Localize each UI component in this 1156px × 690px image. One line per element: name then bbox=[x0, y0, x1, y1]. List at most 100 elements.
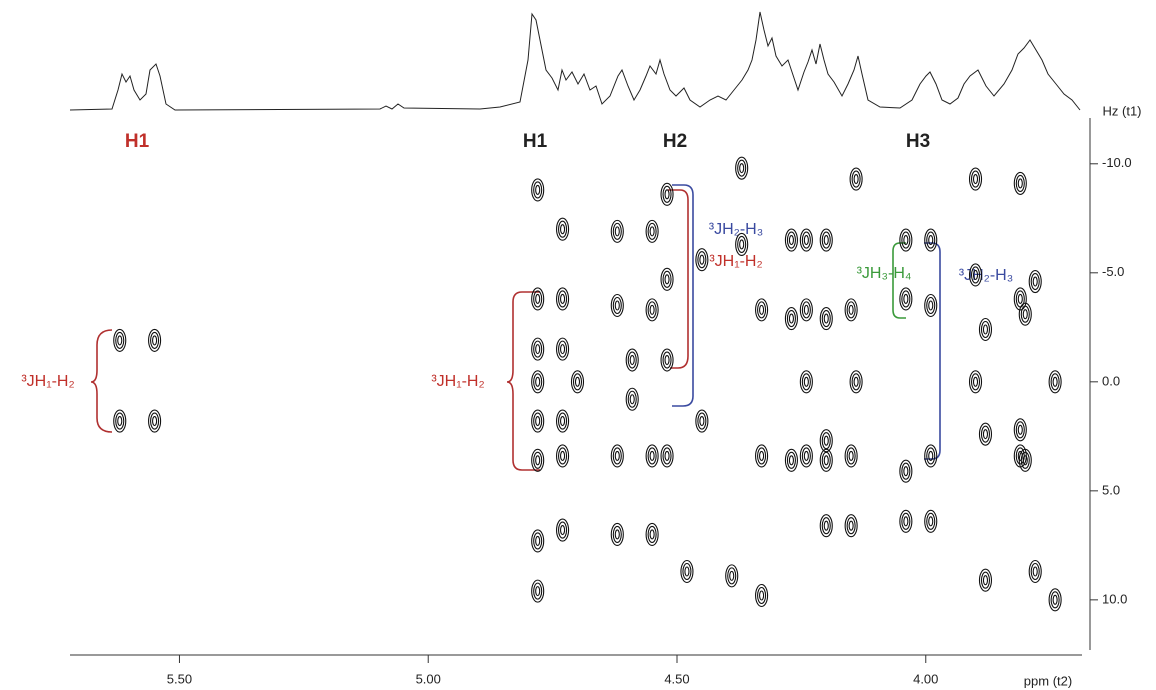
contour-ring bbox=[533, 582, 543, 600]
contour-ring bbox=[759, 590, 765, 601]
contour-peak bbox=[799, 370, 813, 394]
contour-ring bbox=[662, 447, 672, 465]
contour-ring bbox=[535, 293, 541, 305]
contour-ring bbox=[535, 586, 541, 597]
contour-peak bbox=[799, 298, 813, 322]
contour-ring bbox=[823, 455, 829, 466]
contour-ring bbox=[899, 509, 913, 533]
contour-ring bbox=[803, 235, 809, 246]
y-tick-label: -10.0 bbox=[1102, 155, 1132, 170]
contour-peak bbox=[844, 298, 858, 322]
contour-peak bbox=[968, 370, 983, 394]
x-tick-label: 4.00 bbox=[913, 671, 938, 686]
contour-ring bbox=[533, 412, 543, 430]
contour-ring bbox=[614, 529, 620, 540]
peak-label: H3 bbox=[906, 131, 930, 152]
contour-ring bbox=[821, 451, 831, 469]
contour-ring bbox=[970, 266, 981, 284]
contour-peak bbox=[531, 178, 545, 202]
contour-peak bbox=[610, 522, 624, 546]
contour-ring bbox=[1017, 424, 1023, 435]
contour-ring bbox=[610, 219, 624, 243]
contour-ring bbox=[1020, 451, 1030, 469]
contour-peak bbox=[660, 348, 674, 372]
contour-ring bbox=[819, 429, 833, 453]
contour-peak bbox=[799, 444, 813, 468]
contour-ring bbox=[899, 459, 913, 483]
contour-ring bbox=[819, 307, 833, 331]
contour-ring bbox=[801, 373, 811, 391]
contour-ring bbox=[926, 296, 936, 315]
contour-ring bbox=[1018, 448, 1032, 472]
x-tick-label: 4.50 bbox=[664, 671, 689, 686]
coupling-bracket bbox=[672, 184, 694, 407]
contour-ring bbox=[1048, 370, 1062, 394]
contour-ring bbox=[1028, 269, 1042, 294]
contour-ring bbox=[819, 448, 833, 472]
x-tick-label: 5.50 bbox=[167, 671, 192, 686]
contour-ring bbox=[851, 373, 861, 391]
contour-ring bbox=[684, 566, 690, 577]
contour-ring bbox=[846, 301, 856, 319]
contour-ring bbox=[980, 320, 991, 339]
contour-peak bbox=[531, 529, 545, 553]
contour-ring bbox=[737, 235, 747, 254]
contour-ring bbox=[757, 301, 767, 319]
contour-ring bbox=[695, 248, 709, 272]
contour-ring bbox=[662, 185, 672, 203]
contour-ring bbox=[115, 412, 125, 430]
contour-peak bbox=[645, 522, 659, 546]
contour-ring bbox=[848, 450, 854, 462]
contour-ring bbox=[819, 228, 833, 252]
x-axis-label: ppm (t2) bbox=[1024, 673, 1072, 688]
contour-ring bbox=[735, 232, 749, 257]
contour-peak bbox=[531, 448, 545, 472]
contour-ring bbox=[926, 447, 936, 465]
peak-label: H1 bbox=[523, 131, 548, 152]
contour-ring bbox=[533, 532, 543, 550]
contour-ring bbox=[784, 307, 798, 331]
coupling-label: ³JH₁-H₂ bbox=[21, 373, 74, 390]
contour-ring bbox=[1018, 302, 1032, 326]
contour-ring bbox=[848, 520, 854, 531]
contour-ring bbox=[649, 304, 655, 315]
contour-ring bbox=[574, 376, 581, 387]
contour-ring bbox=[926, 512, 936, 530]
coupling-label: ³JH₁-H₂ bbox=[431, 373, 484, 390]
contour-peak bbox=[978, 317, 993, 342]
contour-ring bbox=[978, 568, 993, 592]
contour-peak bbox=[660, 267, 674, 291]
contour-ring bbox=[647, 301, 657, 319]
contour-peak bbox=[1048, 588, 1062, 612]
contour-peak bbox=[556, 409, 570, 433]
contour-peak bbox=[799, 228, 813, 252]
contour-ring bbox=[612, 296, 622, 315]
contour-ring bbox=[757, 447, 767, 465]
coupling-label: ³JH₁-H₂ bbox=[709, 253, 762, 270]
contour-ring bbox=[851, 170, 861, 188]
contour-ring bbox=[972, 173, 979, 185]
contour-peak bbox=[819, 228, 833, 252]
contour-ring bbox=[759, 450, 765, 462]
contour-ring bbox=[1050, 373, 1060, 391]
contour-ring bbox=[649, 226, 655, 237]
contour-peak bbox=[755, 444, 769, 468]
contour-peak bbox=[1048, 370, 1062, 394]
contour-ring bbox=[968, 167, 983, 191]
contour-ring bbox=[682, 562, 692, 581]
contour-ring bbox=[735, 156, 749, 180]
contour-peak bbox=[610, 219, 624, 243]
contour-ring bbox=[647, 222, 657, 240]
contour-ring bbox=[924, 293, 938, 318]
contour-ring bbox=[786, 451, 796, 469]
contour-peak bbox=[113, 409, 127, 433]
contour-ring bbox=[903, 235, 909, 246]
contour-ring bbox=[1050, 591, 1060, 609]
contour-ring bbox=[1022, 455, 1028, 466]
contour-peak bbox=[849, 167, 863, 191]
contour-ring bbox=[788, 455, 794, 466]
contour-peak bbox=[735, 232, 749, 257]
contour-ring bbox=[533, 290, 543, 308]
contour-ring bbox=[556, 287, 570, 311]
contour-ring bbox=[1030, 272, 1040, 291]
